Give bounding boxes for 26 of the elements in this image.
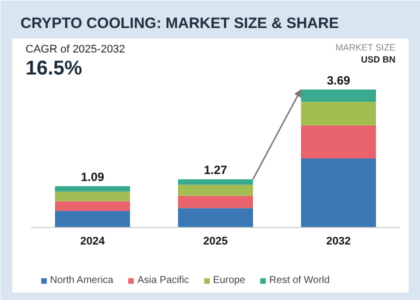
x-tick-label: 2025 <box>203 236 228 248</box>
bar <box>55 192 130 202</box>
text: MARKET SIZE <box>335 42 396 52</box>
legend-label: Europe <box>213 275 246 286</box>
legend-label: Rest of World <box>269 275 330 286</box>
bar <box>301 158 376 228</box>
annotation: 1.09 <box>80 170 105 184</box>
bar <box>178 208 253 228</box>
text: USD BN <box>361 54 396 64</box>
bar <box>178 184 253 196</box>
x-tick-label: 2032 <box>326 236 351 248</box>
x-tick-label: 2024 <box>80 236 106 248</box>
annotation: 3.69 <box>326 74 351 88</box>
text: CAGR of 2025-2032 <box>26 44 126 56</box>
bar <box>55 210 130 228</box>
text: 16.5% <box>26 58 82 80</box>
annotation: 1.27 <box>204 163 228 178</box>
legend-label: Asia Pacific <box>137 275 190 286</box>
bar <box>55 201 130 211</box>
legend-label: North America <box>50 275 114 286</box>
bar <box>178 179 253 185</box>
bar <box>55 186 130 192</box>
bar <box>301 102 376 126</box>
bar <box>301 90 376 102</box>
bar <box>178 196 253 208</box>
chart-title: CRYPTO COOLING: MARKET SIZE & SHARE <box>20 15 339 32</box>
